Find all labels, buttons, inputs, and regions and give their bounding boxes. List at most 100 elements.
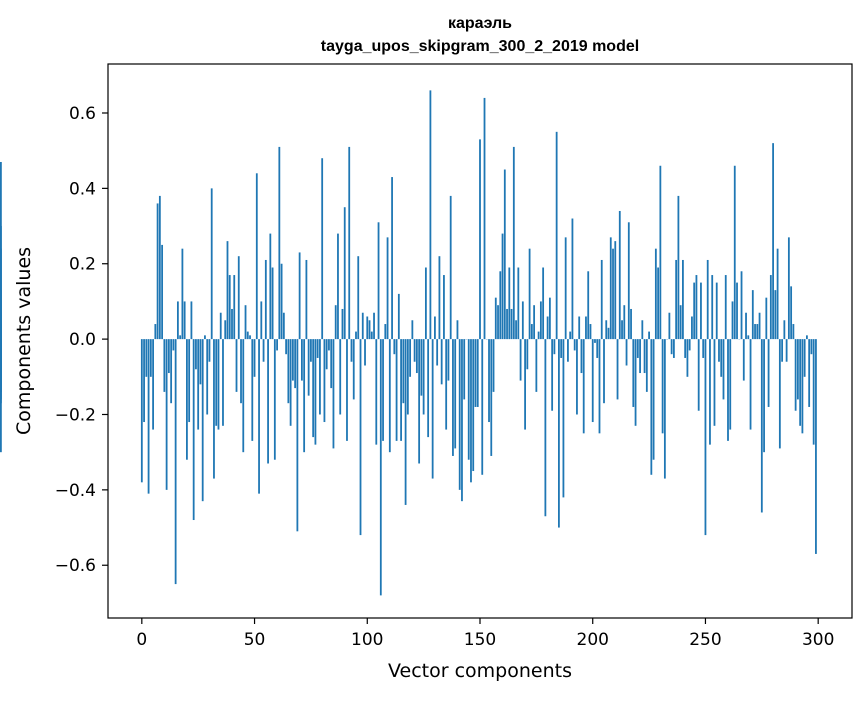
bar [296, 339, 298, 531]
bar [470, 339, 472, 482]
bar [802, 339, 804, 433]
bar [179, 335, 181, 339]
bar [242, 339, 244, 452]
bar [231, 309, 233, 339]
x-tick-label: 100 [351, 630, 383, 650]
bar [315, 339, 317, 445]
bar [750, 339, 752, 429]
bar [398, 294, 400, 339]
bar [452, 339, 454, 456]
bar [400, 339, 402, 441]
bar [240, 339, 242, 403]
bar [0, 339, 2, 392]
bar [479, 139, 481, 339]
bar [626, 339, 628, 365]
bar [693, 283, 695, 340]
bar [716, 283, 718, 340]
bar [646, 339, 648, 392]
bar [254, 339, 256, 377]
bar [418, 339, 420, 463]
bar [351, 339, 353, 362]
bar [387, 237, 389, 339]
bar [427, 339, 429, 437]
bar [675, 260, 677, 339]
y-tick-label: 0.0 [69, 330, 96, 350]
bar [531, 324, 533, 339]
bar [375, 339, 377, 445]
bar [790, 286, 792, 339]
bar [222, 339, 224, 426]
bar [587, 271, 589, 339]
bar [612, 249, 614, 339]
bar [328, 339, 330, 350]
bar [563, 339, 565, 497]
bar [623, 305, 625, 339]
bar [779, 339, 781, 448]
bar [799, 339, 801, 426]
bar [308, 339, 310, 396]
bar [490, 339, 492, 456]
bar [145, 339, 147, 377]
bar [581, 339, 583, 373]
bar [258, 339, 260, 494]
bar [263, 339, 265, 362]
bar [499, 271, 501, 339]
bar [339, 339, 341, 414]
bar [781, 339, 783, 362]
bar [653, 339, 655, 460]
x-tick-label: 50 [244, 630, 266, 650]
bar [475, 339, 477, 407]
bar [639, 339, 641, 373]
bar [353, 339, 355, 399]
bar [795, 339, 797, 411]
bar [312, 339, 314, 437]
bar [689, 339, 691, 350]
bar [454, 339, 456, 448]
bar [497, 305, 499, 339]
bar [423, 339, 425, 414]
bar [484, 98, 486, 339]
bar [808, 339, 810, 407]
bar [432, 339, 434, 478]
bar [382, 339, 384, 441]
bar [157, 203, 159, 339]
bar [684, 339, 686, 358]
bar [506, 309, 508, 339]
bar [283, 313, 285, 339]
bar [644, 339, 646, 373]
bar [698, 339, 700, 411]
bar [711, 275, 713, 339]
bar [765, 298, 767, 339]
bar [556, 132, 558, 339]
bar [463, 339, 465, 399]
bar [168, 339, 170, 373]
bar [342, 309, 344, 339]
bar [285, 339, 287, 354]
bar [554, 339, 556, 354]
bar [159, 196, 161, 339]
bar [720, 339, 722, 377]
bar [150, 339, 152, 377]
bar [357, 256, 359, 339]
bar [680, 305, 682, 339]
bar [673, 339, 675, 358]
bar [714, 339, 716, 426]
bar [193, 339, 195, 520]
bar [184, 301, 186, 339]
bar [448, 339, 450, 380]
bar [495, 298, 497, 339]
bar [524, 339, 526, 429]
bar [247, 332, 249, 340]
bar [567, 339, 569, 362]
bar [732, 301, 734, 339]
bar [804, 339, 806, 377]
bar [267, 339, 269, 463]
bar [655, 249, 657, 339]
bar [249, 335, 251, 339]
y-tick-label: −0.2 [55, 405, 96, 425]
x-tick-label: 150 [464, 630, 496, 650]
x-tick-label: 300 [802, 630, 834, 650]
bar [535, 339, 537, 392]
bar [177, 301, 179, 339]
bar [585, 317, 587, 340]
